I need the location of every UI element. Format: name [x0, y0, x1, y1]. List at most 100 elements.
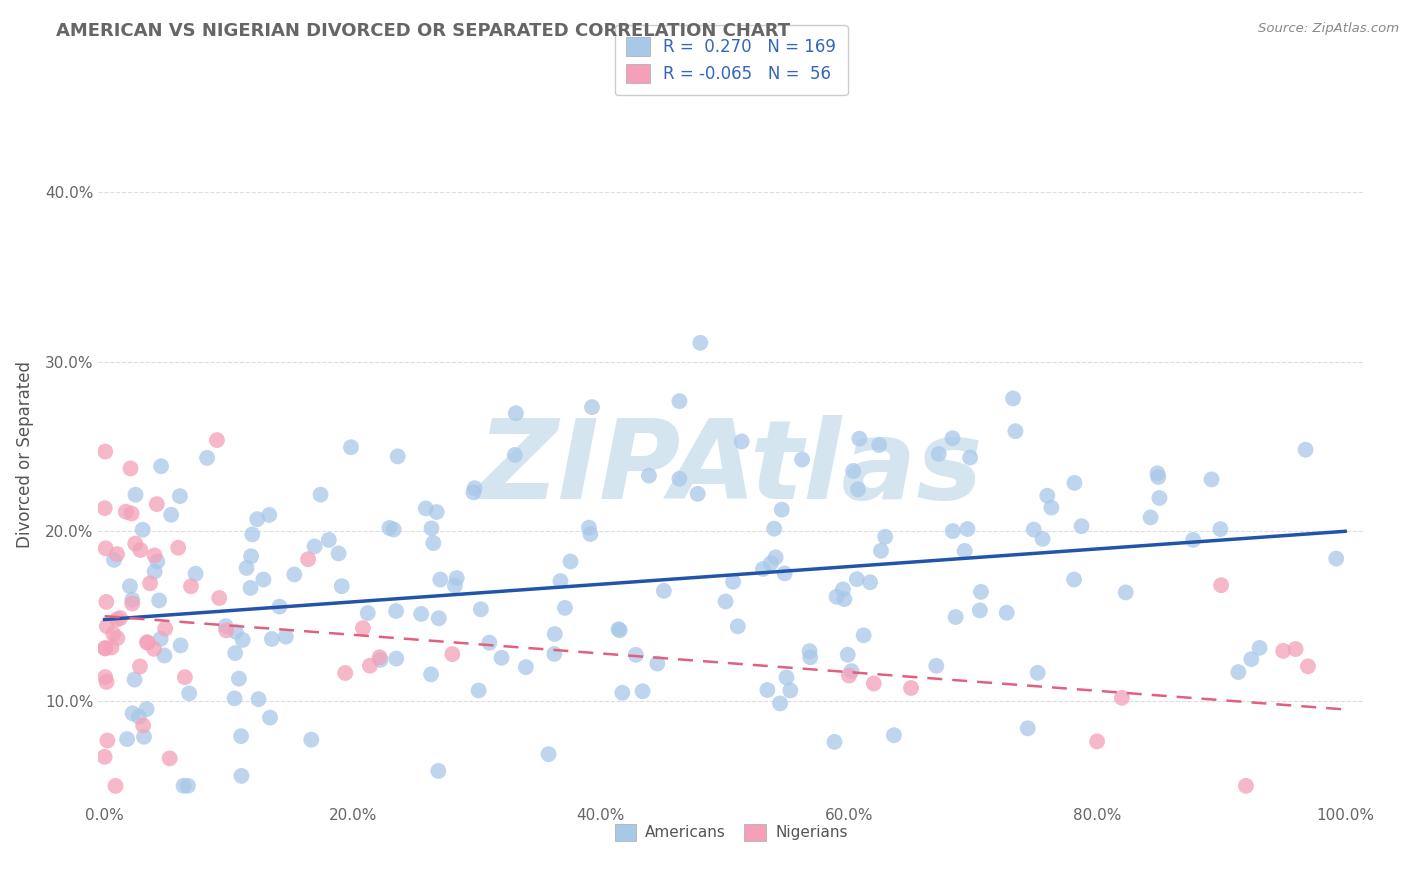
Point [415, 501, 437, 516]
Point [167, 541, 190, 555]
Point [609, 624, 631, 638]
Point [1211, 578, 1233, 592]
Point [94, 670, 117, 684]
Point [169, 639, 191, 653]
Point [467, 683, 489, 698]
Point [118, 579, 141, 593]
Point [1036, 489, 1059, 503]
Text: ZIPAtlas: ZIPAtlas [478, 416, 984, 523]
Point [581, 400, 603, 414]
Point [842, 464, 865, 478]
Point [103, 627, 125, 641]
Point [177, 779, 200, 793]
Point [129, 659, 152, 673]
Point [1139, 510, 1161, 524]
Point [689, 335, 711, 350]
Point [995, 606, 1018, 620]
Point [121, 592, 143, 607]
Point [578, 521, 600, 535]
Point [96, 595, 118, 609]
Point [146, 497, 169, 511]
Point [970, 584, 993, 599]
Point [252, 573, 274, 587]
Point [128, 709, 150, 723]
Point [959, 450, 981, 465]
Point [1227, 665, 1250, 679]
Point [184, 566, 207, 581]
Point [1182, 533, 1205, 547]
Point [969, 603, 991, 617]
Point [96, 674, 118, 689]
Point [283, 567, 305, 582]
Point [775, 670, 797, 684]
Point [770, 502, 793, 516]
Point [652, 583, 675, 598]
Point [422, 536, 444, 550]
Point [446, 571, 468, 585]
Point [260, 632, 283, 646]
Point [132, 730, 155, 744]
Point [195, 450, 218, 465]
Point [859, 575, 882, 590]
Point [714, 594, 737, 608]
Point [146, 554, 169, 568]
Point [318, 533, 340, 547]
Point [1146, 467, 1168, 481]
Point [94, 444, 117, 458]
Point [173, 779, 195, 793]
Point [120, 461, 142, 475]
Point [105, 547, 128, 561]
Point [124, 673, 146, 687]
Point [841, 664, 863, 678]
Point [239, 581, 262, 595]
Point [765, 550, 787, 565]
Point [607, 622, 630, 636]
Point [756, 683, 779, 698]
Point [730, 434, 752, 449]
Point [215, 624, 238, 638]
Point [368, 650, 391, 665]
Point [464, 481, 486, 495]
Point [224, 691, 246, 706]
Point [247, 692, 270, 706]
Point [852, 628, 875, 642]
Point [1209, 522, 1232, 536]
Point [143, 565, 166, 579]
Point [139, 576, 162, 591]
Point [96, 733, 118, 747]
Point [330, 579, 353, 593]
Point [179, 686, 201, 700]
Point [579, 527, 602, 541]
Point [554, 600, 576, 615]
Point [240, 527, 263, 541]
Point [215, 619, 238, 633]
Point [382, 523, 405, 537]
Point [503, 448, 526, 462]
Point [727, 619, 749, 633]
Point [686, 487, 709, 501]
Point [941, 431, 963, 445]
Point [631, 684, 654, 698]
Point [104, 779, 127, 793]
Point [160, 508, 183, 522]
Point [537, 747, 560, 761]
Point [352, 621, 374, 635]
Point [121, 597, 143, 611]
Point [1201, 472, 1223, 486]
Point [638, 468, 661, 483]
Point [385, 651, 408, 665]
Point [790, 452, 813, 467]
Point [799, 644, 821, 658]
Point [259, 710, 281, 724]
Point [1295, 442, 1317, 457]
Point [208, 591, 231, 605]
Point [94, 501, 117, 516]
Point [759, 556, 782, 570]
Point [942, 524, 965, 538]
Point [1111, 690, 1133, 705]
Point [1022, 523, 1045, 537]
Point [124, 488, 146, 502]
Point [444, 578, 467, 592]
Point [1149, 491, 1171, 505]
Point [1004, 424, 1026, 438]
